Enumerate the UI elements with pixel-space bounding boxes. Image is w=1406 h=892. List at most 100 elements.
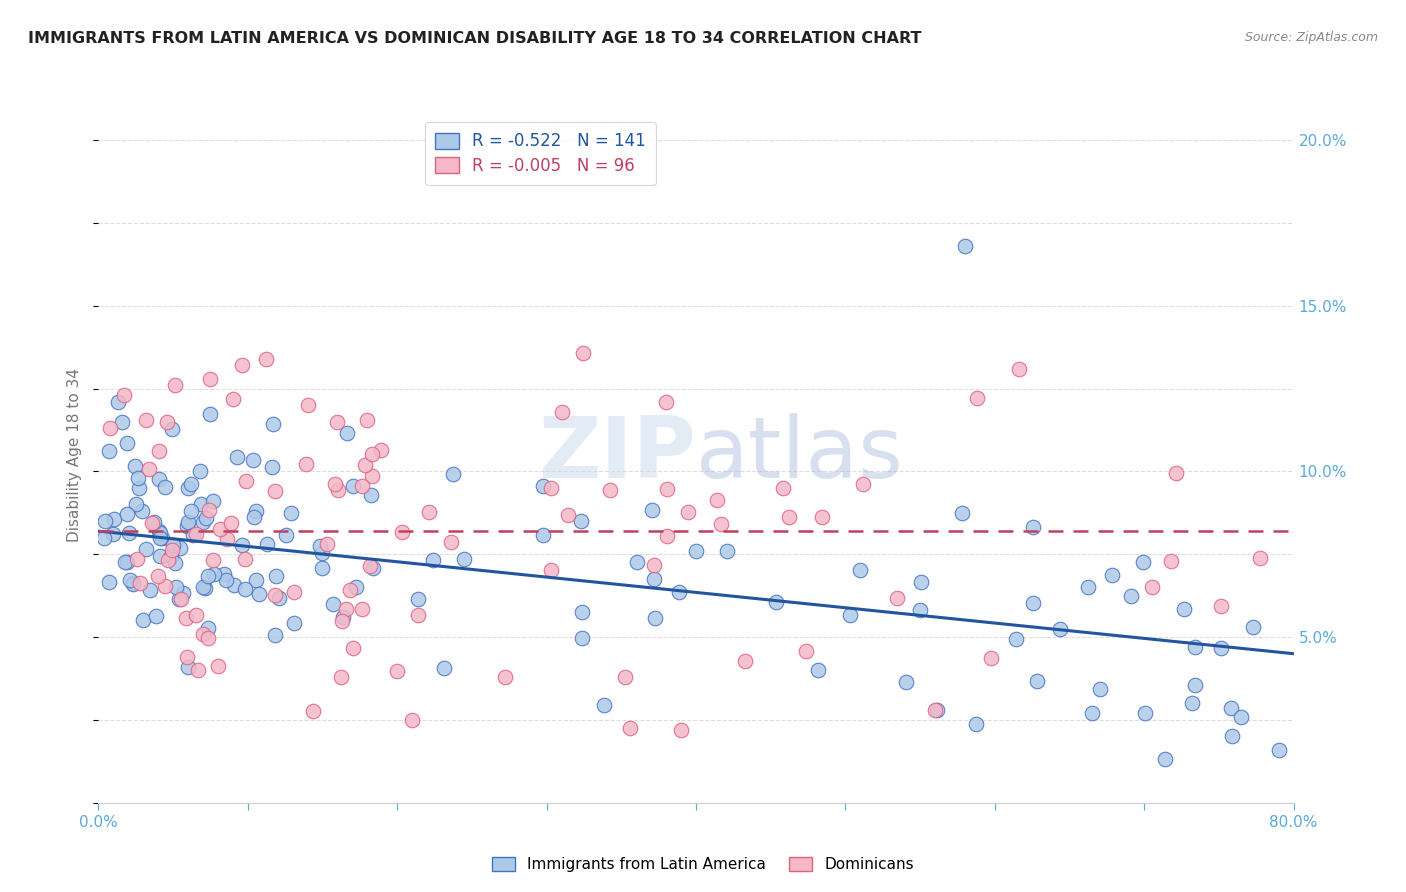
Point xyxy=(98,421,121,435)
Point xyxy=(406,591,429,606)
Point xyxy=(778,510,800,524)
Point xyxy=(264,628,287,642)
Point xyxy=(344,581,367,595)
Point xyxy=(852,476,875,491)
Point xyxy=(245,504,267,518)
Text: atlas: atlas xyxy=(696,413,904,497)
Point xyxy=(894,675,917,690)
Point xyxy=(114,555,136,569)
Point xyxy=(103,512,125,526)
Point xyxy=(200,372,222,386)
Point xyxy=(165,580,187,594)
Y-axis label: Disability Age 18 to 34: Disability Age 18 to 34 xyxy=(67,368,83,542)
Point xyxy=(643,573,665,587)
Point xyxy=(209,522,232,536)
Point xyxy=(132,613,155,627)
Point xyxy=(422,553,444,567)
Point xyxy=(254,351,277,366)
Point xyxy=(215,573,238,587)
Point xyxy=(262,459,284,474)
Point xyxy=(1184,678,1206,692)
Point xyxy=(224,578,246,592)
Point xyxy=(966,391,988,405)
Point xyxy=(131,504,153,518)
Point xyxy=(276,528,298,542)
Point xyxy=(385,665,408,679)
Point xyxy=(322,597,344,611)
Point xyxy=(162,543,184,558)
Point xyxy=(716,544,738,558)
Point xyxy=(1160,554,1182,568)
Point xyxy=(242,510,264,524)
Point xyxy=(644,611,666,625)
Point xyxy=(1142,580,1164,594)
Point xyxy=(167,591,190,606)
Point xyxy=(794,643,817,657)
Point xyxy=(360,447,382,461)
Point xyxy=(406,607,429,622)
Point xyxy=(146,569,169,583)
Point xyxy=(599,483,621,498)
Point xyxy=(112,388,135,402)
Point xyxy=(323,476,346,491)
Point xyxy=(93,532,115,546)
Point xyxy=(191,516,214,530)
Point xyxy=(247,587,270,601)
Point xyxy=(122,576,145,591)
Point xyxy=(169,541,191,555)
Point xyxy=(148,443,170,458)
Point xyxy=(160,422,183,436)
Legend: R = -0.522   N = 141, R = -0.005   N = 96: R = -0.522 N = 141, R = -0.005 N = 96 xyxy=(426,122,655,185)
Point xyxy=(280,506,302,520)
Point xyxy=(356,413,378,427)
Point xyxy=(309,540,332,554)
Point xyxy=(1166,466,1188,480)
Point xyxy=(965,716,987,731)
Point xyxy=(283,584,305,599)
Point xyxy=(441,467,464,481)
Point xyxy=(263,484,285,499)
Point xyxy=(98,575,121,590)
Point xyxy=(177,481,200,495)
Point xyxy=(908,603,931,617)
Point xyxy=(191,580,214,594)
Point xyxy=(107,395,129,409)
Point xyxy=(187,663,209,677)
Point xyxy=(1005,632,1028,646)
Point xyxy=(1211,641,1233,656)
Point xyxy=(657,529,679,543)
Point xyxy=(1088,681,1111,696)
Point xyxy=(242,453,264,467)
Point xyxy=(180,503,202,517)
Point xyxy=(335,602,357,616)
Point xyxy=(301,704,323,718)
Point xyxy=(198,503,221,517)
Point xyxy=(103,526,125,541)
Point xyxy=(117,555,139,569)
Point xyxy=(332,615,354,629)
Point xyxy=(177,515,200,529)
Point xyxy=(1025,673,1047,688)
Point xyxy=(655,483,678,497)
Point xyxy=(124,458,146,473)
Point xyxy=(111,415,134,429)
Point xyxy=(233,582,256,596)
Point xyxy=(153,579,176,593)
Point xyxy=(311,561,333,575)
Text: Source: ZipAtlas.com: Source: ZipAtlas.com xyxy=(1244,31,1378,45)
Point xyxy=(676,505,699,519)
Point xyxy=(315,537,337,551)
Point xyxy=(176,519,198,533)
Point xyxy=(668,585,690,599)
Point xyxy=(125,552,148,566)
Point xyxy=(201,553,224,567)
Point xyxy=(152,531,174,545)
Point xyxy=(124,497,146,511)
Point xyxy=(328,483,350,497)
Point xyxy=(233,552,256,566)
Point xyxy=(350,479,373,493)
Point xyxy=(980,651,1002,665)
Point xyxy=(264,568,287,582)
Point xyxy=(115,507,138,521)
Point xyxy=(1101,568,1123,582)
